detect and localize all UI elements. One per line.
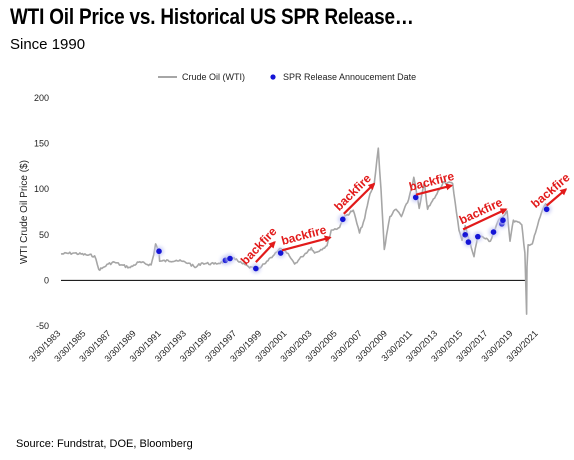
chart-title: WTI Oil Price vs. Historical US SPR Rele… (10, 4, 414, 29)
y-axis-ticks: -50 0 50 100 150 200 (34, 93, 49, 331)
x-axis-ticks: 3/30/19833/30/19853/30/19873/30/19893/30… (27, 328, 540, 363)
backfire-label: backfire (238, 224, 280, 267)
legend: Crude Oil (WTI) SPR Release Annoucement … (158, 72, 416, 82)
series-line-crude-oil (60, 147, 548, 315)
y-tick-label: -50 (36, 321, 49, 331)
y-tick-label: 100 (34, 184, 49, 194)
legend-label-spr: SPR Release Annoucement Date (283, 72, 416, 82)
backfire-arrow (545, 188, 568, 207)
backfire-arrow (415, 183, 454, 196)
spr-marker (156, 248, 162, 255)
spr-marker (412, 194, 419, 201)
spr-marker (340, 216, 346, 223)
y-tick-label: 50 (39, 230, 49, 240)
chart-subtitle: Since 1990 (10, 36, 86, 53)
spr-marker (227, 255, 233, 262)
backfire-arrow (255, 241, 276, 263)
y-tick-label: 0 (44, 275, 49, 285)
spr-release-markers (154, 192, 552, 274)
y-axis-label: WTI Crude Oil Price ($) (19, 160, 30, 264)
spr-marker (462, 232, 469, 238)
spr-marker (500, 217, 506, 224)
spr-marker (543, 206, 550, 213)
spr-marker (253, 265, 259, 272)
backfire-arrow (281, 235, 332, 252)
backfire-arrow (343, 182, 376, 215)
legend-label-crude: Crude Oil (WTI) (182, 72, 245, 82)
source-note: Source: Fundstrat, DOE, Bloomberg (16, 438, 193, 450)
spr-marker (490, 229, 497, 235)
y-tick-label: 200 (34, 93, 49, 103)
spr-marker (465, 239, 472, 245)
spr-marker (277, 250, 284, 256)
backfire-arrow (462, 208, 508, 231)
y-tick-label: 150 (34, 139, 49, 149)
legend-marker-swatch (270, 74, 276, 80)
spr-marker (475, 233, 481, 240)
